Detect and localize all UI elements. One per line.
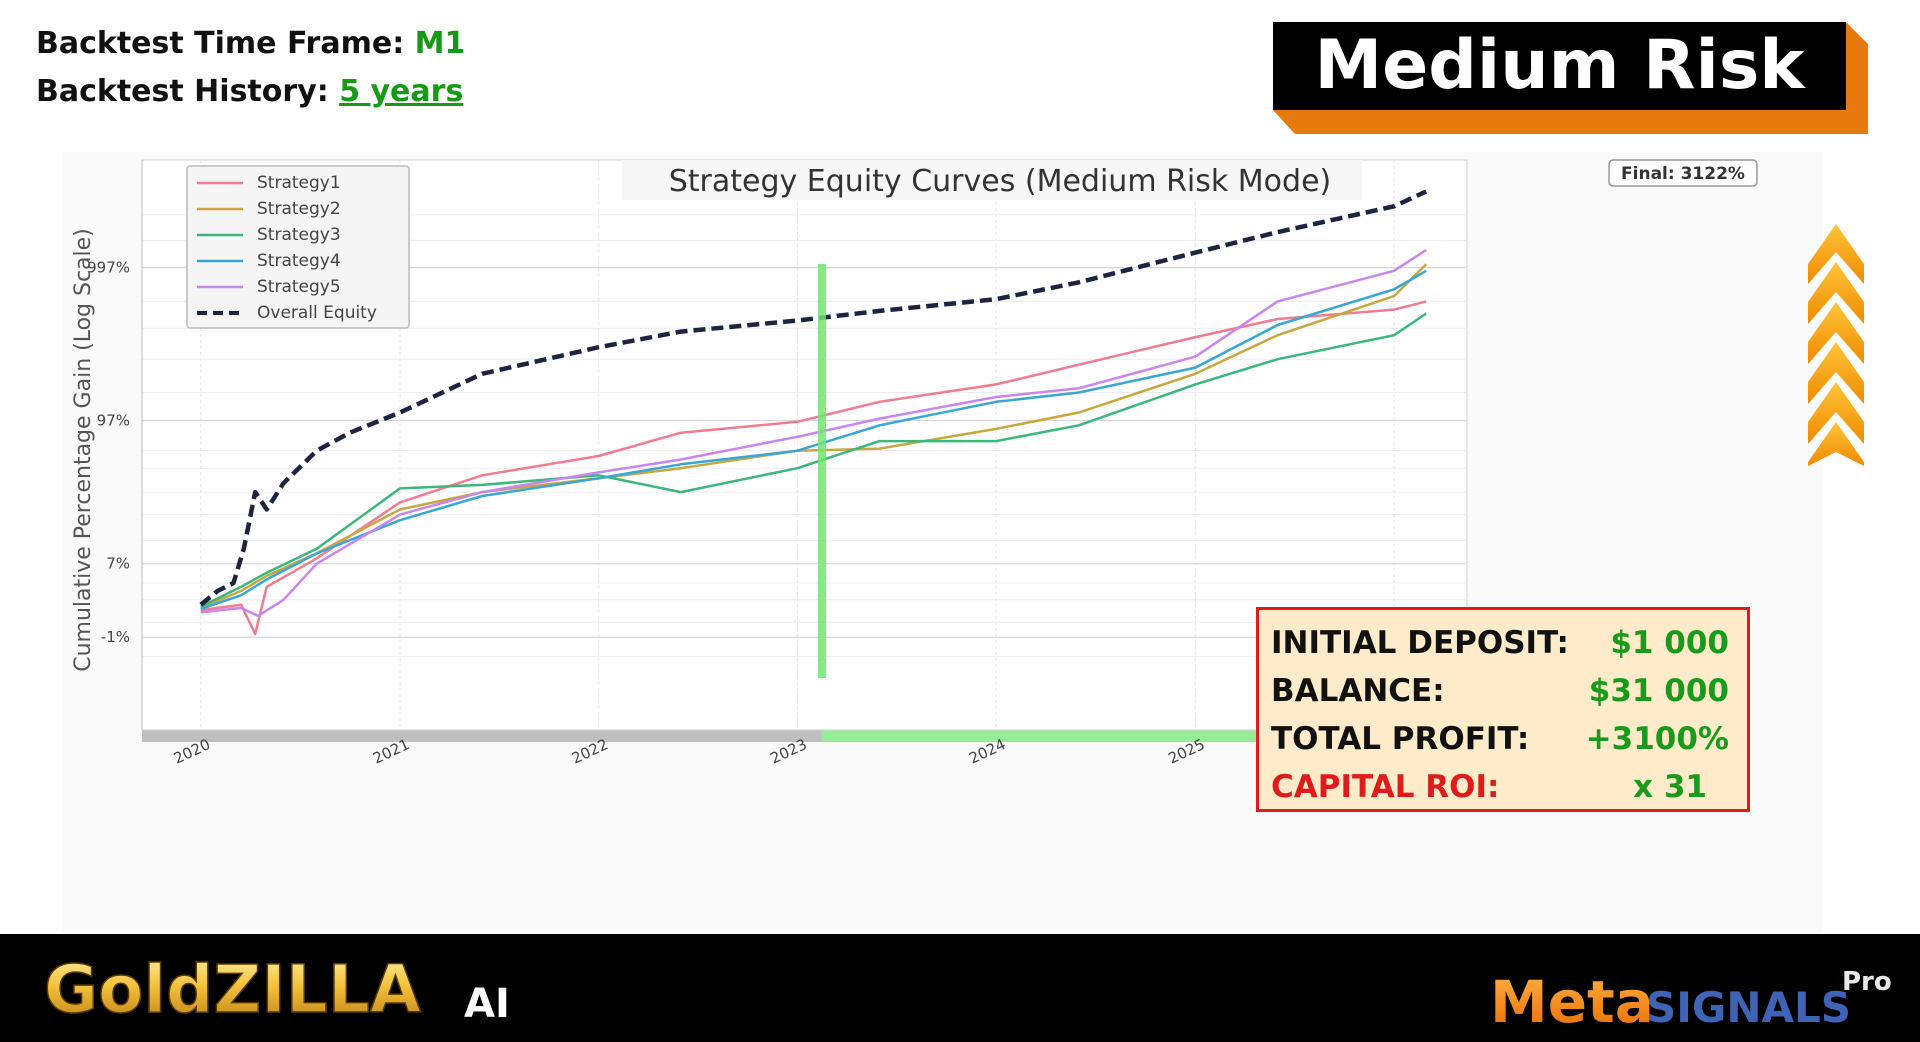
initial-deposit-value: $1 000 (1610, 625, 1729, 661)
balance-value: $31 000 (1588, 673, 1729, 709)
footer-bar: GoldZILLA AI Meta SIGNALS Pro (0, 934, 1920, 1042)
legend-label-1: Strategy1 (257, 173, 341, 193)
y-tick-label: -1% (101, 628, 130, 646)
timeframe-label: Backtest Time Frame: (36, 26, 405, 61)
pro-text: Pro (1842, 967, 1892, 997)
history-line: Backtest History: 5 years (36, 74, 463, 109)
chart-title: Strategy Equity Curves (Medium Risk Mode… (669, 164, 1332, 199)
series-line-5 (200, 248, 1427, 618)
y-tick-label: 997% (87, 259, 130, 277)
signals-text: SIGNALS (1646, 983, 1851, 1032)
goldzilla-text: GoldZILLA (44, 951, 421, 1028)
final-label-box (1608, 159, 1758, 187)
legend-label-4: Strategy4 (257, 251, 341, 271)
stat-total-profit: TOTAL PROFIT: +3100% (1271, 716, 1729, 762)
timeframe-value: M1 (414, 26, 466, 61)
history-label: Backtest History: (36, 74, 329, 109)
initial-deposit-label: INITIAL DEPOSIT: (1271, 625, 1569, 661)
legend-label-5: Strategy5 (257, 277, 341, 297)
final-label: Final: 3122% (1621, 164, 1745, 184)
goldzilla-logo: GoldZILLA AI (44, 950, 510, 1029)
series-lines (199, 189, 1428, 636)
meta-text: Meta (1490, 968, 1654, 1036)
series-line-4 (200, 269, 1427, 611)
legend-label-6: Overall Equity (257, 303, 377, 323)
series-line-2 (200, 263, 1428, 610)
risk-badge-shadow (1273, 22, 1868, 134)
balance-label: BALANCE: (1271, 673, 1445, 709)
chart-title-bg (622, 160, 1362, 200)
stat-capital-roi: CAPITAL ROI: x 31 (1271, 764, 1729, 810)
y-axis-label: Cumulative Percentage Gain (Log Scale) (71, 228, 96, 672)
series-line-1 (200, 300, 1427, 636)
total-profit-value: +3100% (1585, 721, 1729, 757)
legend-label-3: Strategy3 (257, 225, 341, 245)
metasignals-logo: Meta SIGNALS Pro (1490, 967, 1892, 1036)
series-line-3 (200, 312, 1427, 608)
timeframe-line: Backtest Time Frame: M1 (36, 26, 465, 61)
series-line-6 (199, 189, 1428, 607)
stat-initial-deposit: INITIAL DEPOSIT: $1 000 (1271, 620, 1729, 666)
chart-title-group: Strategy Equity Curves (Medium Risk Mode… (622, 159, 1758, 200)
y-tick-label: 7% (106, 555, 130, 573)
history-value[interactable]: 5 years (339, 74, 464, 109)
legend: Strategy1 Strategy2 Strategy3 Strategy4 Stra… (186, 165, 410, 329)
up-arrows-icon (1808, 224, 1864, 466)
risk-badge: Medium Risk (1273, 22, 1868, 134)
stats-panel: INITIAL DEPOSIT: $1 000 BALANCE: $31 000… (1256, 607, 1750, 812)
capital-roi-label: CAPITAL ROI: (1271, 769, 1500, 805)
legend-label-2: Strategy2 (257, 199, 341, 219)
chart-panel: IN SAMPLEOUT OF SAMPLE -1%7%97%997%20202… (62, 152, 1822, 934)
equity-chart: IN SAMPLEOUT OF SAMPLE -1%7%97%997%20202… (71, 159, 1758, 768)
total-profit-label: TOTAL PROFIT: (1271, 721, 1530, 757)
y-tick-label: 97% (97, 412, 130, 430)
risk-badge-label: Medium Risk (1273, 22, 1846, 110)
capital-roi-value: x 31 (1633, 769, 1707, 805)
stat-balance: BALANCE: $31 000 (1271, 668, 1729, 714)
goldzilla-ai-text: AI (464, 981, 510, 1027)
